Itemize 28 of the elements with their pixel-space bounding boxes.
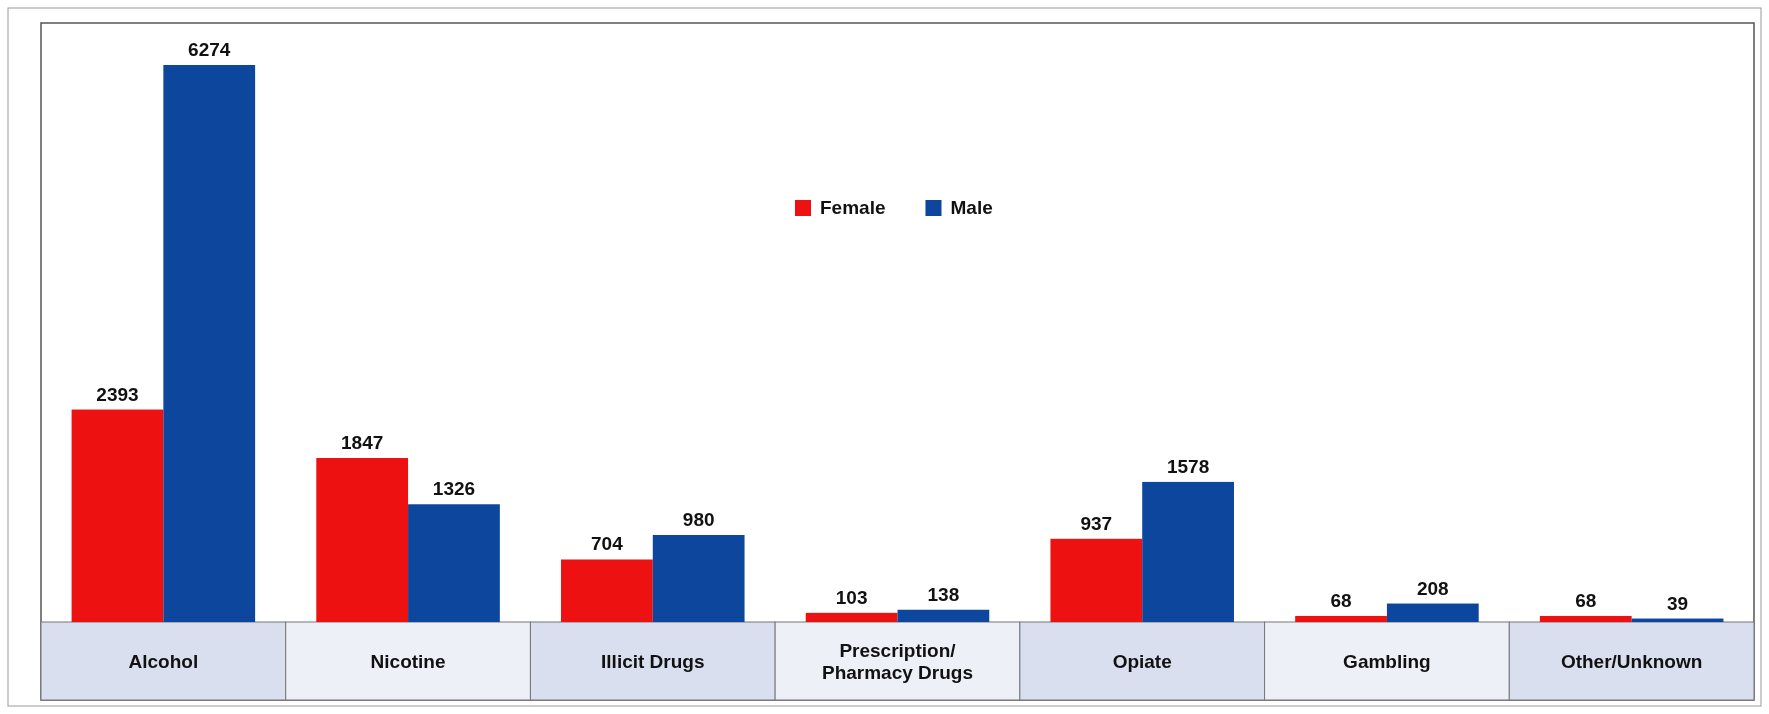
legend-label: Female [820, 197, 886, 218]
bar [1295, 615, 1387, 622]
x-tick-label: Opiate [1112, 651, 1172, 672]
data-label: 980 [682, 509, 715, 530]
data-label: 68 [1330, 589, 1352, 611]
data-label: 1326 [432, 478, 476, 500]
x-tick-label: Gambling [1343, 651, 1431, 672]
data-label: 6274 [188, 39, 231, 60]
data-label: 704 [591, 533, 624, 555]
x-tick-label: Illicit Drugs [601, 651, 705, 672]
bar [805, 612, 898, 622]
data-label: 138 [927, 583, 960, 605]
data-label: 103 [835, 586, 868, 608]
x-tick-label: Nicotine [370, 651, 446, 672]
data-label: 1578 [1166, 455, 1210, 477]
x-tick-label: Prescription/ Pharmacy Drugs [821, 640, 974, 683]
x-tick-label: Other/Unknown [1560, 651, 1703, 672]
legend-label: Male [950, 197, 993, 218]
data-label: 208 [1416, 577, 1449, 599]
data-label: 937 [1080, 512, 1113, 534]
bar [1386, 603, 1479, 622]
data-label: 39 [1666, 592, 1689, 614]
bar [897, 609, 990, 622]
data-label: 1847 [341, 432, 384, 454]
x-tick-label: Alcohol [128, 651, 199, 672]
data-label: 68 [1575, 589, 1597, 611]
bar [1539, 615, 1632, 622]
data-label: 2393 [96, 383, 139, 405]
